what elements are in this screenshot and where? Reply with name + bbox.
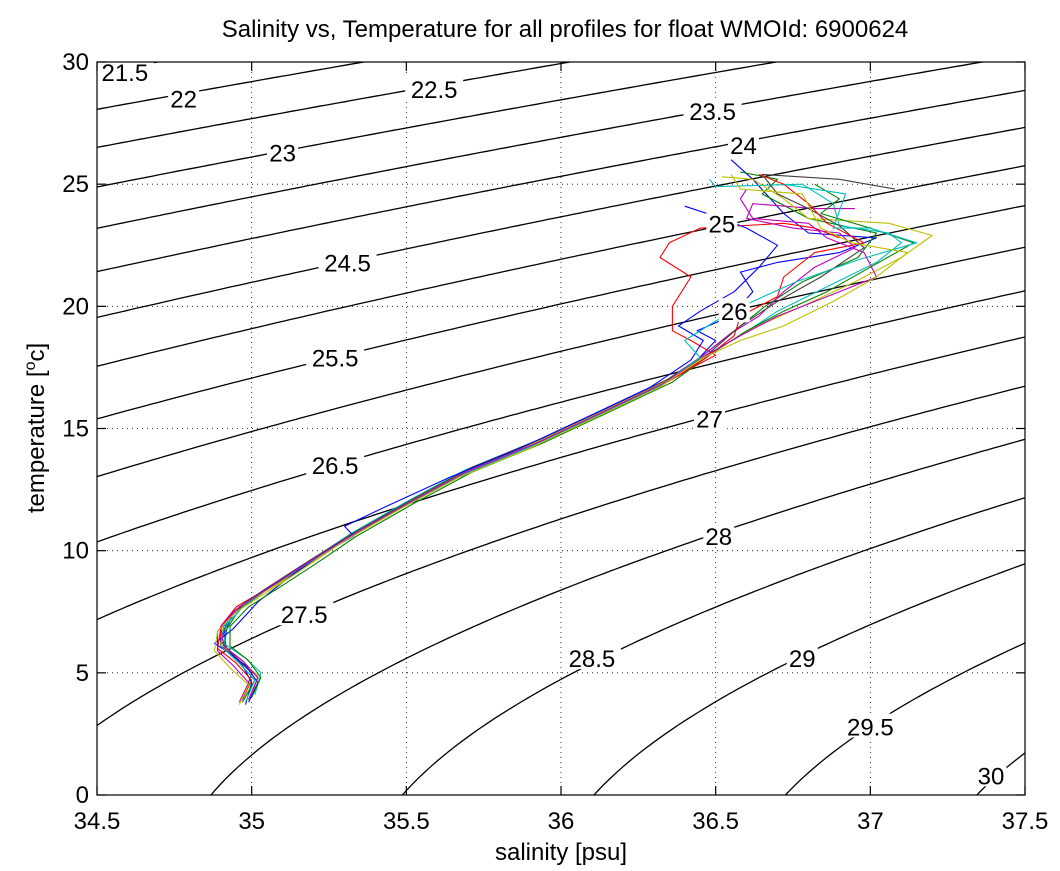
density-contour-label: 24.5 <box>324 250 371 277</box>
density-contour-label: 21.5 <box>101 60 148 87</box>
y-axis-label: temperature [oc] <box>22 343 50 513</box>
density-contour-line <box>97 165 1025 367</box>
contour-label-backing <box>267 139 299 164</box>
density-contour-label: 27.5 <box>281 602 328 629</box>
density-contour-label: 26.5 <box>312 453 359 480</box>
density-contour-label: 29.5 <box>847 715 894 742</box>
profile-line <box>220 188 878 700</box>
profile-line <box>220 183 918 703</box>
x-tick-label: 35 <box>238 808 265 835</box>
density-contour-line <box>97 62 780 188</box>
contour-label-backing <box>703 523 735 548</box>
density-contour-line <box>593 563 1025 795</box>
density-contour-label: 24 <box>730 133 757 160</box>
contour-label-backing <box>841 713 900 738</box>
profile-line <box>229 183 915 698</box>
density-contour-line <box>401 497 1025 795</box>
density-contour-label: 27 <box>696 407 723 434</box>
contour-label-backing <box>306 344 365 369</box>
x-tick-label: 34.5 <box>74 808 121 835</box>
density-contour-line <box>97 89 1025 273</box>
density-contour-line <box>97 336 1025 621</box>
x-tick-label: 35.5 <box>383 808 430 835</box>
density-contour-line <box>210 438 1025 795</box>
y-axis-label-unit: c] <box>23 343 50 362</box>
contour-label-backing <box>693 405 725 430</box>
density-contour-label: 29 <box>789 646 816 673</box>
y-tick-label: 10 <box>62 538 89 565</box>
density-contour-labels: 21.5 22 22.5 23 23.5 24 24.5 25 25.5 26 26.5 27 27.5… <box>95 58 1007 790</box>
contour-label-backing <box>275 601 334 626</box>
contour-label-backing <box>786 645 818 670</box>
contour-label-backing <box>975 762 1007 787</box>
contour-label-backing <box>728 132 760 157</box>
density-contour-label: 25 <box>709 211 736 238</box>
density-contour-label: 22 <box>170 87 197 114</box>
axis-ticks: 34.5 35 35.5 36 36.5 37 37.5 0 5 10 15 20 25 30 <box>62 49 1048 835</box>
density-contour-line <box>97 385 1025 727</box>
y-tick-label: 5 <box>76 660 89 687</box>
profile-lines <box>213 159 933 705</box>
contour-label-backing <box>706 210 738 235</box>
profile-line <box>213 174 909 705</box>
y-tick-label: 20 <box>62 293 89 320</box>
contour-label-backing <box>718 298 750 323</box>
contour-label-backing <box>95 58 154 83</box>
contour-label-backing <box>683 97 742 122</box>
y-tick-label: 0 <box>76 782 89 809</box>
y-tick-label: 30 <box>62 49 89 76</box>
y-tick-label: 25 <box>62 171 89 198</box>
plot-area <box>97 62 1025 795</box>
contour-label-backing <box>318 249 377 274</box>
y-axis-label-main: temperature [ <box>23 370 50 513</box>
profile-line <box>220 176 933 698</box>
density-contour-label: 30 <box>978 763 1005 790</box>
density-contour-line <box>97 290 1025 543</box>
y-tick-label: 15 <box>62 416 89 443</box>
x-axis-label: salinity [psu] <box>495 839 627 866</box>
contour-label-backing <box>168 85 200 110</box>
density-contour-label: 23.5 <box>689 99 736 126</box>
contour-label-backing <box>405 75 464 100</box>
x-tick-label: 36.5 <box>692 808 739 835</box>
x-tick-label: 36 <box>548 808 575 835</box>
density-contour-label: 26 <box>721 299 748 326</box>
density-contour-label: 28 <box>705 524 732 551</box>
density-contour-line <box>97 62 986 229</box>
y-axis-label-degree: o <box>22 361 39 370</box>
chart-title: Salinity vs, Temperature for all profile… <box>222 16 909 43</box>
density-contour-label: 25.5 <box>312 346 359 373</box>
contour-label-backing <box>306 452 365 477</box>
profile-line <box>213 205 779 703</box>
x-tick-label: 37 <box>857 808 884 835</box>
x-tick-label: 37.5 <box>1002 808 1049 835</box>
density-contour-label: 22.5 <box>411 77 458 104</box>
density-contour-label: 23 <box>269 140 296 167</box>
contour-label-backing <box>562 645 621 670</box>
density-contour-line <box>97 62 368 110</box>
density-contour-line <box>97 126 1025 319</box>
density-contour-label: 28.5 <box>569 646 616 673</box>
